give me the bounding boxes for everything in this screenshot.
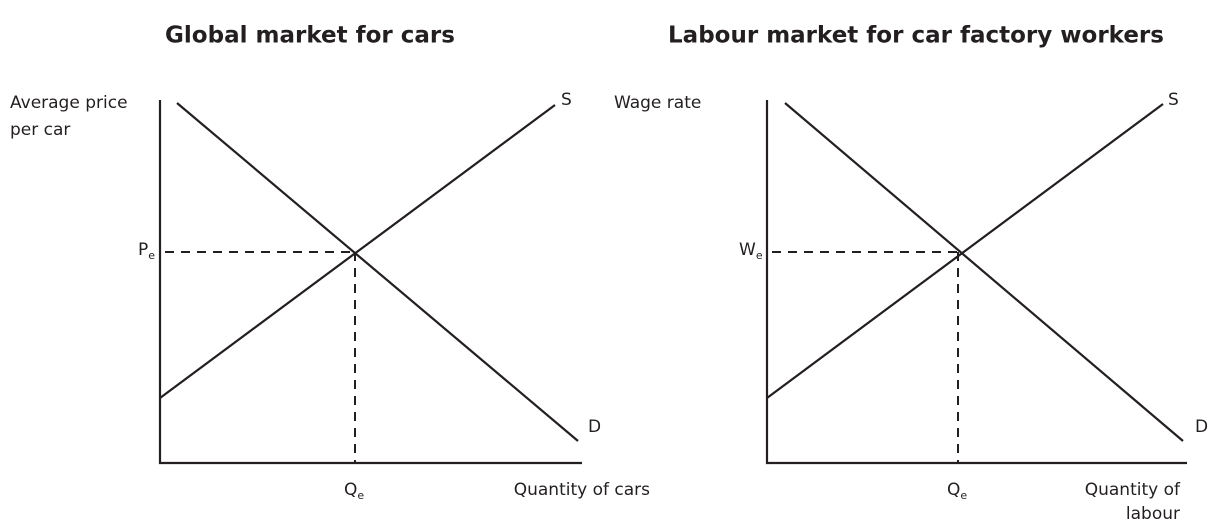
quantity-label: Qe	[344, 480, 364, 502]
y-axis-label: Wage rate	[614, 93, 701, 113]
subscript: e	[148, 249, 155, 262]
axes	[765, 100, 1187, 465]
axes	[158, 100, 582, 465]
demand-label: D	[1195, 417, 1208, 437]
demand-curve	[784, 102, 1184, 442]
x-axis-label: Quantity of cars	[514, 480, 650, 500]
symbol: Q	[947, 480, 960, 500]
subscript: e	[756, 249, 763, 262]
demand-curve	[176, 102, 579, 442]
supply-curve	[159, 104, 556, 399]
symbol: P	[138, 240, 148, 260]
symbol: W	[739, 240, 756, 260]
symbol: Q	[344, 480, 357, 500]
x-axis-label: labour	[1126, 504, 1180, 524]
y-axis-label: per car	[10, 120, 70, 140]
y-axis-label: Average price	[10, 93, 128, 113]
demand-label: D	[588, 417, 601, 437]
supply-label: S	[1168, 90, 1179, 110]
subscript: e	[357, 489, 364, 502]
price-label: Pe	[138, 240, 155, 262]
price-label: We	[739, 240, 763, 262]
quantity-label: Qe	[947, 480, 967, 502]
panel: Global market for cars Average price per…	[10, 23, 650, 503]
x-axis-label: Quantity of	[1085, 480, 1181, 500]
panel: Labour market for car factory workers Wa…	[614, 23, 1208, 525]
panel-title: Labour market for car factory workers	[668, 23, 1164, 49]
panel-title: Global market for cars	[165, 23, 455, 49]
supply-curve	[766, 103, 1164, 399]
subscript: e	[960, 489, 967, 502]
supply-label: S	[561, 90, 572, 110]
